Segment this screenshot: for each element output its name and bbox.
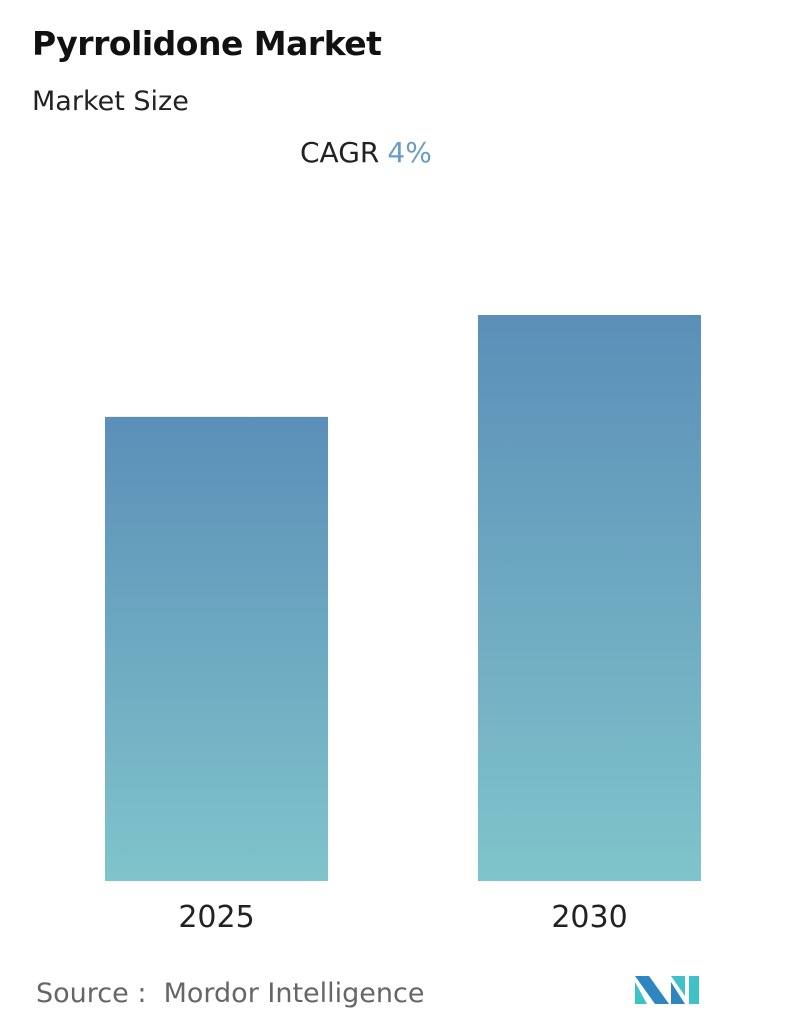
mordor-logo (635, 976, 699, 1004)
bar-2025 (105, 416, 328, 881)
cagr-annotation: CAGR 4% (300, 136, 432, 169)
source-note: Source : Mordor Intelligence (36, 978, 424, 1009)
cagr-label: CAGR (300, 136, 380, 169)
bar-2030 (478, 315, 701, 881)
source-name: Mordor Intelligence (163, 978, 425, 1009)
cagr-value: 4% (387, 136, 432, 169)
source-label: Source : (36, 978, 147, 1009)
chart-subtitle: Market Size (32, 86, 189, 117)
chart-title: Pyrrolidone Market (32, 24, 382, 63)
x-tick-label: 2030 (551, 900, 627, 935)
bar-chart: 2025 2030 (105, 315, 701, 935)
x-tick-label: 2025 (178, 900, 254, 935)
